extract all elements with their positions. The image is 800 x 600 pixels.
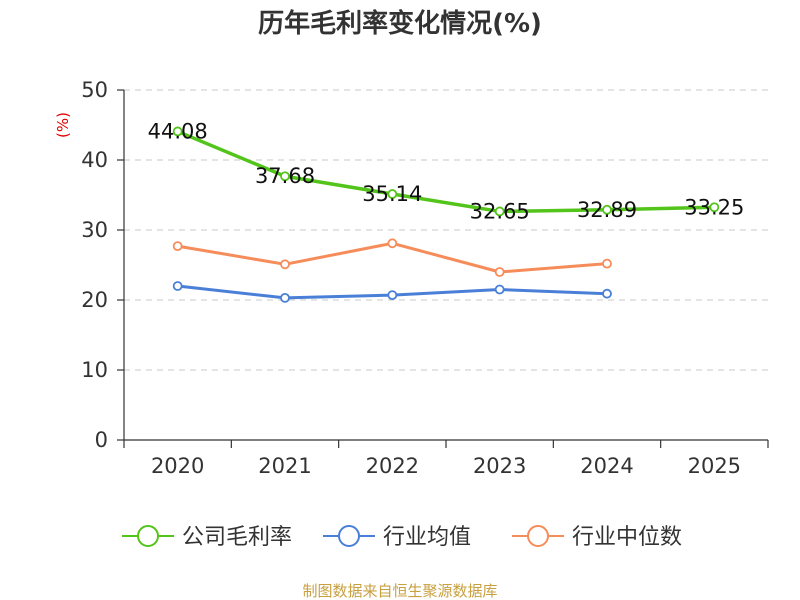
data-point xyxy=(172,281,183,291)
data-label: 37.68 xyxy=(255,164,315,188)
y-tick-label: 0 xyxy=(95,428,108,452)
legend: 公司毛利率 行业均值 行业中位数 xyxy=(122,525,682,550)
data-point xyxy=(602,288,612,299)
chart-title: 历年毛利率变化情况(%) xyxy=(258,8,542,39)
legend-item-3: 行业中位数 xyxy=(512,525,682,550)
y-tick-label: 20 xyxy=(81,288,108,312)
x-tick-label: 2020 xyxy=(151,454,204,478)
data-label: 35.14 xyxy=(362,182,422,206)
y-tick-label: 30 xyxy=(81,218,108,242)
legend-item-2: 行业均值 xyxy=(323,525,471,550)
x-tick-label: 2022 xyxy=(366,454,419,478)
data-point xyxy=(280,292,290,303)
x-tick-label: 2024 xyxy=(580,454,633,478)
data-label: 33.25 xyxy=(684,195,744,219)
source-note: 制图数据来自恒生聚源数据库 xyxy=(302,582,497,600)
data-point xyxy=(494,284,505,295)
legend-marker xyxy=(137,525,159,547)
y-tick-label: 10 xyxy=(81,358,108,382)
data-point xyxy=(387,290,398,301)
data-label: 32.89 xyxy=(577,198,637,222)
series-group xyxy=(172,126,720,303)
grid-lines xyxy=(124,89,768,371)
y-axis-label: (%) xyxy=(54,112,72,138)
x-tick-label: 2025 xyxy=(688,454,741,478)
y-tick-label: 50 xyxy=(81,78,108,102)
legend-label: 公司毛利率 xyxy=(182,525,292,550)
series-line-1 xyxy=(176,129,715,214)
data-point xyxy=(387,189,398,199)
x-tick-label: 2023 xyxy=(473,454,526,478)
legend-marker xyxy=(527,525,549,547)
legend-item-1: 公司毛利率 xyxy=(122,525,292,550)
data-point xyxy=(494,206,505,217)
legend-label: 行业均值 xyxy=(383,525,471,550)
legend-marker xyxy=(338,525,360,547)
data-point xyxy=(387,238,398,249)
x-tick-label: 2021 xyxy=(258,454,311,478)
data-point xyxy=(172,126,183,137)
data-point xyxy=(602,204,612,215)
data-label: 32.65 xyxy=(470,199,530,223)
data-point xyxy=(494,267,505,277)
data-point xyxy=(280,171,290,182)
data-point xyxy=(709,202,720,213)
data-label: 44.08 xyxy=(148,119,208,143)
data-labels: 44.08 37.68 35.14 32.65 32.89 33.25 xyxy=(148,119,745,223)
legend-label: 行业中位数 xyxy=(572,525,682,550)
y-tick-label: 40 xyxy=(81,148,108,172)
data-point xyxy=(172,241,183,252)
data-point xyxy=(280,259,290,270)
axes: 0 10 20 30 40 50 2020 2021 2022 2023 2024 2025 xyxy=(81,78,769,478)
data-point xyxy=(602,258,612,269)
